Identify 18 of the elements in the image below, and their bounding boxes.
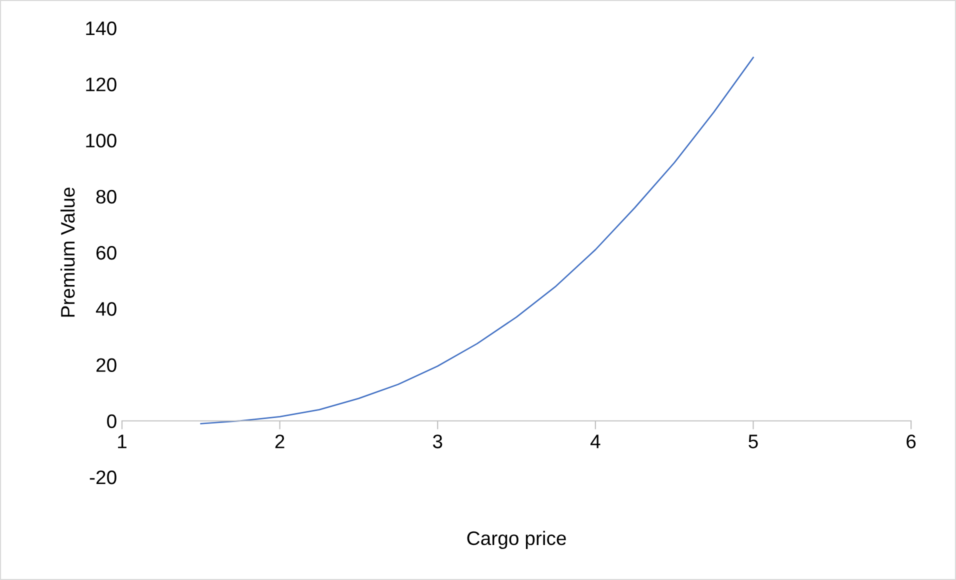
x-tick-label: 6 xyxy=(906,434,916,448)
x-tick-label: 3 xyxy=(432,434,442,448)
x-tick-label: 2 xyxy=(275,434,284,448)
y-tick-label: 60 xyxy=(96,246,116,260)
y-axis-title: Premium Value xyxy=(60,188,75,317)
x-tick-label: 1 xyxy=(118,434,126,448)
line-series xyxy=(200,56,754,424)
x-axis-title: Cargo price xyxy=(467,530,566,549)
y-tick-label: 20 xyxy=(96,358,116,372)
x-tick-label: 4 xyxy=(590,434,600,448)
y-tick-label: 40 xyxy=(96,302,116,316)
y-tick-label: -20 xyxy=(90,470,116,484)
y-tick-label: 140 xyxy=(86,21,116,36)
y-tick-label: 100 xyxy=(86,134,116,148)
y-tick-label: 80 xyxy=(96,190,116,204)
x-tick-label: 5 xyxy=(748,434,758,448)
y-tick-label: 120 xyxy=(86,78,116,92)
y-tick-label: 0 xyxy=(107,414,116,428)
